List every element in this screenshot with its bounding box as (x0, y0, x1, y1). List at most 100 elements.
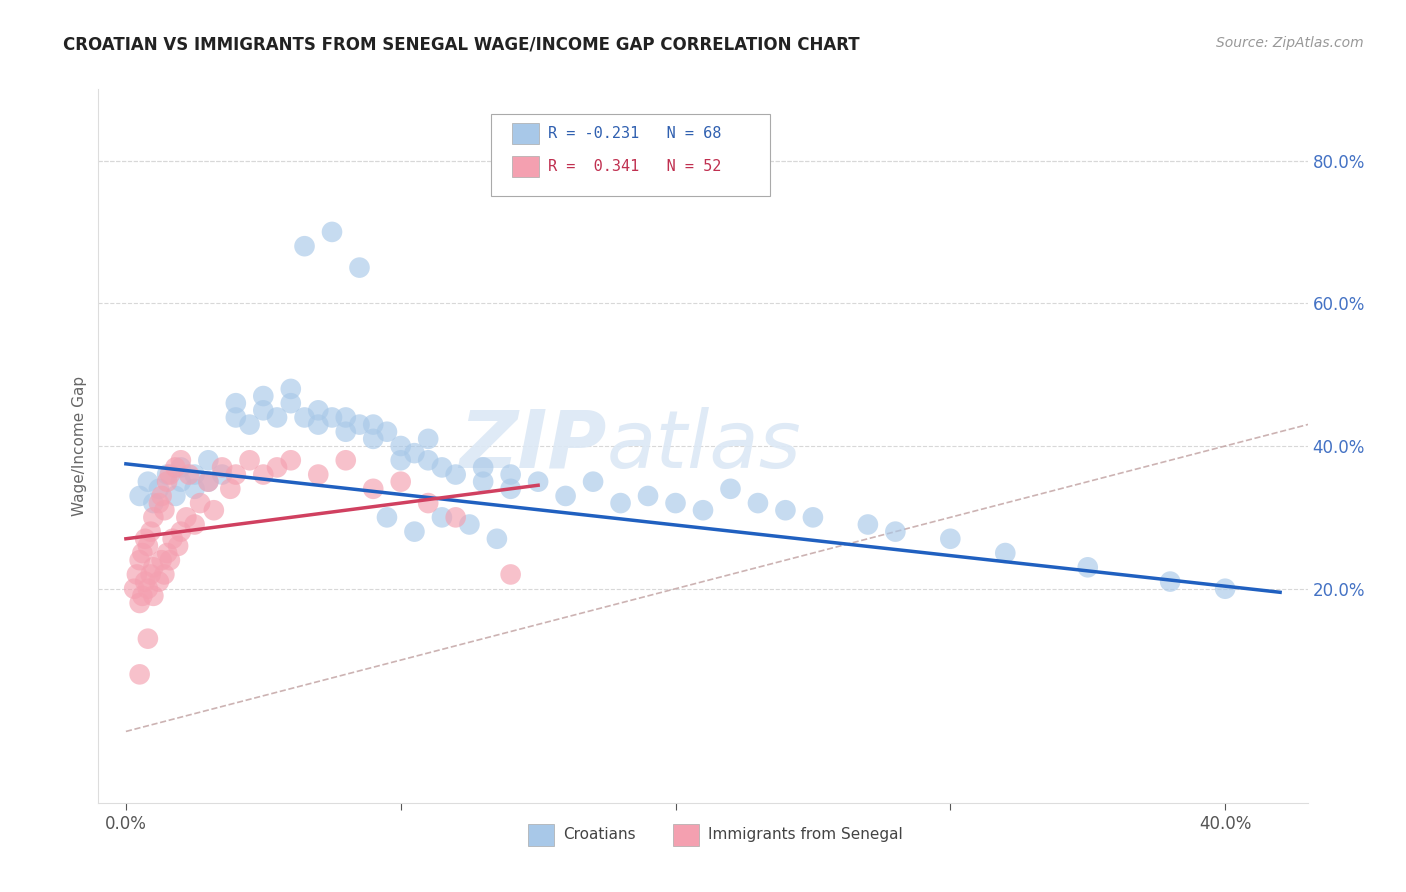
Point (131, 589, 153, 603)
Point (128, 596, 150, 610)
Point (156, 546, 179, 560)
Point (142, 589, 165, 603)
Point (156, 467, 179, 482)
Point (131, 546, 153, 560)
Point (280, 396, 302, 410)
Point (994, 546, 1017, 560)
Point (472, 475, 495, 489)
Point (361, 482, 384, 496)
Point (747, 496, 769, 510)
Text: Source: ZipAtlas.com: Source: ZipAtlas.com (1216, 36, 1364, 50)
Point (136, 582, 159, 596)
Point (202, 503, 225, 517)
Point (404, 524, 426, 539)
Y-axis label: Wage/Income Gap: Wage/Income Gap (72, 376, 87, 516)
Point (225, 467, 247, 482)
Point (375, 425, 398, 439)
Point (884, 524, 907, 539)
Point (128, 489, 150, 503)
Point (225, 396, 247, 410)
Point (389, 439, 412, 453)
Point (664, 496, 686, 510)
Point (183, 482, 205, 496)
Point (430, 460, 453, 475)
Point (1077, 560, 1099, 574)
Point (389, 475, 412, 489)
Point (170, 453, 193, 467)
Point (637, 489, 659, 503)
Point (389, 453, 412, 467)
Point (418, 453, 440, 467)
Point (775, 503, 797, 517)
Point (444, 467, 467, 482)
Point (150, 553, 173, 567)
Point (485, 532, 508, 546)
Point (239, 453, 262, 467)
Point (134, 574, 156, 589)
Point (197, 475, 219, 489)
Point (167, 539, 190, 553)
Text: R =  0.341   N = 52: R = 0.341 N = 52 (548, 159, 721, 174)
Point (361, 432, 384, 446)
Point (430, 510, 453, 524)
Point (122, 582, 145, 596)
Point (142, 560, 165, 574)
Point (280, 382, 302, 396)
Point (418, 496, 440, 510)
Point (335, 425, 357, 439)
Text: ZIP: ZIP (458, 407, 606, 485)
Point (582, 475, 605, 489)
FancyBboxPatch shape (512, 123, 538, 145)
Point (239, 417, 262, 432)
Text: Croatians: Croatians (562, 828, 636, 842)
Point (499, 567, 522, 582)
Point (266, 410, 288, 425)
Point (252, 403, 274, 417)
Point (294, 410, 316, 425)
Point (197, 453, 219, 467)
Point (156, 475, 179, 489)
Point (280, 453, 302, 467)
Point (170, 475, 193, 489)
Text: atlas: atlas (606, 407, 801, 485)
Point (527, 475, 550, 489)
Point (939, 532, 962, 546)
FancyBboxPatch shape (527, 824, 554, 846)
Point (183, 517, 205, 532)
Point (321, 225, 343, 239)
Point (134, 532, 156, 546)
Point (142, 510, 165, 524)
Point (307, 467, 329, 482)
Point (153, 503, 176, 517)
Point (472, 460, 495, 475)
Point (1213, 582, 1236, 596)
Point (266, 460, 288, 475)
Point (183, 467, 205, 482)
Point (458, 517, 481, 532)
Point (294, 239, 316, 253)
Point (136, 539, 159, 553)
Point (444, 510, 467, 524)
Point (142, 496, 165, 510)
Point (321, 410, 343, 425)
Point (139, 524, 162, 539)
Point (165, 460, 187, 475)
Point (307, 417, 329, 432)
Point (162, 532, 184, 546)
Point (375, 510, 398, 524)
Point (128, 553, 150, 567)
Point (165, 489, 187, 503)
Point (128, 667, 150, 681)
Point (197, 475, 219, 489)
Point (692, 503, 714, 517)
Point (148, 482, 170, 496)
Point (307, 403, 329, 417)
Point (211, 460, 233, 475)
Point (554, 489, 576, 503)
Point (136, 632, 159, 646)
Point (801, 510, 824, 524)
Point (179, 467, 201, 482)
Point (219, 482, 242, 496)
FancyBboxPatch shape (512, 155, 538, 177)
Point (225, 410, 247, 425)
